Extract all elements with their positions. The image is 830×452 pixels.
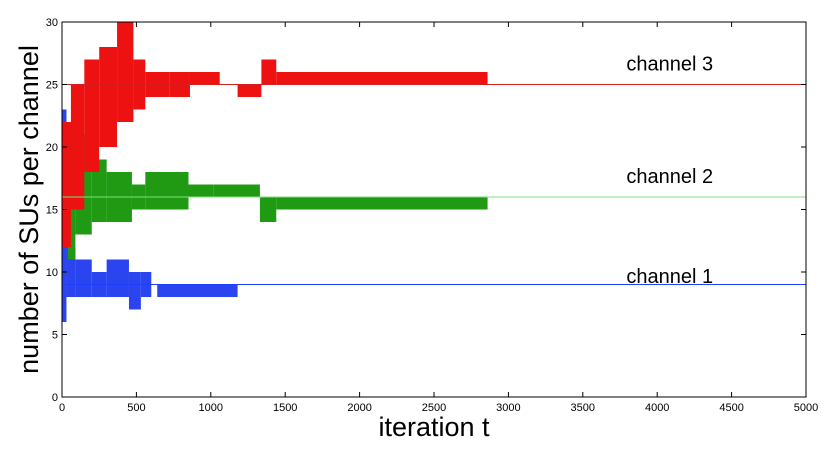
x-tick-label: 3500 bbox=[571, 402, 595, 414]
y-tick-label: 30 bbox=[46, 17, 58, 29]
series-2-band bbox=[276, 197, 488, 210]
channel-label: channel 2 bbox=[626, 166, 713, 188]
series-3-band bbox=[62, 122, 71, 247]
series-3-band bbox=[276, 72, 488, 85]
x-axis-label: iteration t bbox=[378, 412, 490, 442]
y-tick-label: 5 bbox=[52, 330, 58, 342]
series-2-band bbox=[188, 184, 214, 197]
y-tick-label: 0 bbox=[52, 392, 58, 404]
data-bands-layer bbox=[62, 22, 488, 322]
x-tick-label: 0 bbox=[59, 402, 65, 414]
x-tick-label: 5000 bbox=[794, 402, 818, 414]
target-lines-layer bbox=[62, 84, 806, 285]
x-tick-label: 2000 bbox=[347, 402, 371, 414]
series-2-band bbox=[213, 184, 260, 197]
series-3-band bbox=[189, 72, 220, 85]
series-3-band bbox=[117, 22, 134, 122]
series-3-bands bbox=[62, 22, 488, 247]
y-tick-label: 25 bbox=[46, 80, 58, 92]
x-tick-label: 2500 bbox=[422, 402, 446, 414]
series-3-band bbox=[261, 59, 277, 85]
channel-label: channel 3 bbox=[626, 54, 713, 76]
y-tick-label: 10 bbox=[46, 267, 58, 279]
series-2-band bbox=[145, 172, 189, 210]
series-1-band bbox=[157, 284, 238, 297]
annotations-layer: channel 3 channel 2 channel 1 bbox=[626, 54, 713, 289]
x-tick-label: 4500 bbox=[719, 402, 743, 414]
channel-label: channel 1 bbox=[626, 266, 713, 288]
series-3-band bbox=[237, 84, 262, 97]
series-1-band bbox=[106, 259, 129, 297]
y-tick-label: 20 bbox=[46, 142, 58, 154]
x-tick-label: 3000 bbox=[496, 402, 520, 414]
y-axis-label: number of SUs per channel bbox=[14, 45, 44, 374]
x-tick-label: 500 bbox=[127, 402, 145, 414]
x-tick-label: 1000 bbox=[199, 402, 223, 414]
series-2-band bbox=[91, 159, 107, 222]
series-3-band bbox=[70, 84, 85, 210]
axis-ticks-layer: 0 500 1000 1500 2000 2500 3000 3500 4000 4500 5000… bbox=[46, 17, 818, 414]
series-3-band bbox=[99, 47, 118, 147]
series-3-band bbox=[84, 59, 100, 172]
y-tick-label: 15 bbox=[46, 205, 58, 217]
series-2-band bbox=[259, 197, 277, 222]
series-1-band bbox=[128, 272, 141, 310]
series-1-band bbox=[75, 259, 92, 297]
x-tick-label: 4000 bbox=[645, 402, 669, 414]
x-tick-label: 1500 bbox=[273, 402, 297, 414]
series-1-band bbox=[66, 247, 76, 297]
series-2-bands bbox=[62, 122, 488, 260]
